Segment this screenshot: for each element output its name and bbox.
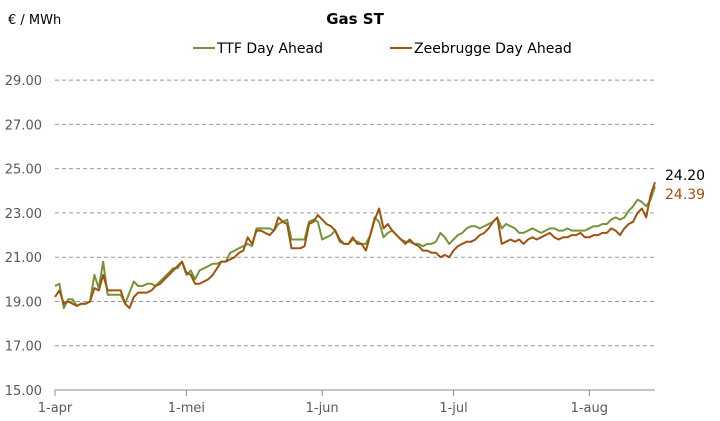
- gridlines: [55, 79, 655, 347]
- last-value-label: 24.39: [665, 187, 705, 203]
- x-tick-label: 1-aug: [571, 401, 608, 416]
- series-line-ttf: [54, 186, 656, 310]
- chart-title: Gas ST: [326, 10, 384, 28]
- y-tick-label: 25.00: [5, 163, 42, 178]
- y-axis-label: € / MWh: [8, 13, 61, 28]
- y-tick-label: 23.00: [5, 207, 42, 222]
- y-tick-label: 19.00: [5, 295, 42, 310]
- series-line-zeebrugge: [54, 181, 656, 310]
- y-tick-label: 27.00: [5, 118, 42, 133]
- y-tick-label: 15.00: [5, 384, 42, 399]
- x-tick-label: 1-jun: [306, 401, 339, 416]
- last-value-labels: 24.20 24.39: [665, 168, 705, 203]
- series-lines: [54, 181, 656, 310]
- legend: TTF Day Ahead Zeebrugge Day Ahead: [193, 41, 572, 57]
- legend-label: TTF Day Ahead: [216, 41, 323, 57]
- y-tick-label: 17.00: [5, 340, 42, 355]
- last-value-label: 24.20: [665, 168, 705, 184]
- axes: 15.00 17.00 19.00 21.00 23.00 25.00 27.00 29.00…: [5, 74, 655, 416]
- y-tick-label: 21.00: [5, 251, 42, 266]
- x-tick-label: 1-mei: [168, 401, 205, 416]
- x-tick-label: 1-jul: [439, 401, 467, 416]
- x-tick-label: 1-apr: [38, 401, 73, 416]
- legend-label: Zeebrugge Day Ahead: [414, 41, 572, 57]
- y-tick-label: 29.00: [5, 74, 42, 89]
